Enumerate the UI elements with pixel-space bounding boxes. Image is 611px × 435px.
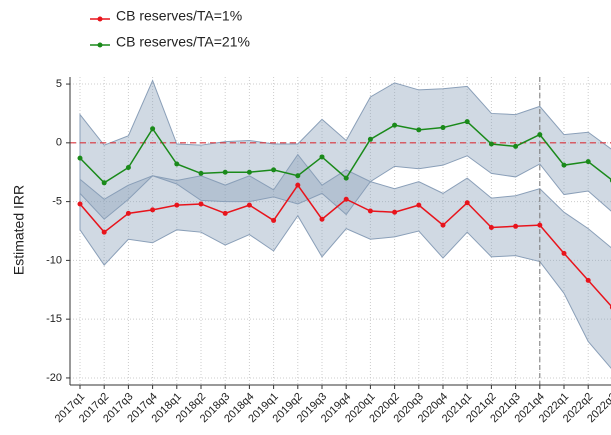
data-point [125,210,131,216]
data-point [295,173,301,179]
data-point [392,209,398,215]
data-point [488,141,494,147]
data-point [246,202,252,208]
data-point [392,122,398,128]
data-point [198,201,204,207]
y-tick-label: -15 [46,313,62,325]
data-point [271,167,277,173]
data-point [537,222,543,228]
data-point [150,207,156,213]
data-point [561,250,567,256]
data-point [246,169,252,175]
y-tick-label: -5 [52,196,62,208]
data-point [198,170,204,176]
data-point [367,136,373,142]
data-point [513,223,519,229]
data-point [125,165,131,171]
data-point [174,202,180,208]
data-point [416,127,422,133]
legend-marker [97,42,103,48]
y-tick-label: 0 [56,137,62,149]
y-axis-label: Estimated IRR [11,185,27,275]
y-tick-label: 5 [56,78,62,90]
data-point [464,200,470,206]
data-point [150,126,156,132]
data-point [343,175,349,181]
data-point [440,222,446,228]
data-point [77,201,83,207]
y-tick-label: -20 [46,372,62,384]
data-point [319,216,325,222]
data-point [295,182,301,188]
data-point [513,143,519,149]
data-point [222,210,228,216]
data-point [585,159,591,165]
legend-label: CB reserves/TA=21% [116,34,250,50]
data-point [537,132,543,138]
data-point [416,202,422,208]
legend-marker [97,16,103,22]
data-point [101,229,107,235]
data-point [343,196,349,202]
data-point [440,125,446,131]
data-point [174,161,180,167]
data-point [488,224,494,230]
legend-label: CB reserves/TA=1% [116,8,242,24]
data-point [585,277,591,283]
data-point [561,162,567,168]
data-point [367,208,373,214]
data-point [77,155,83,161]
data-point [271,217,277,223]
data-point [319,154,325,160]
data-point [464,119,470,125]
data-point [101,180,107,186]
y-tick-label: -10 [46,254,62,266]
data-point [222,169,228,175]
